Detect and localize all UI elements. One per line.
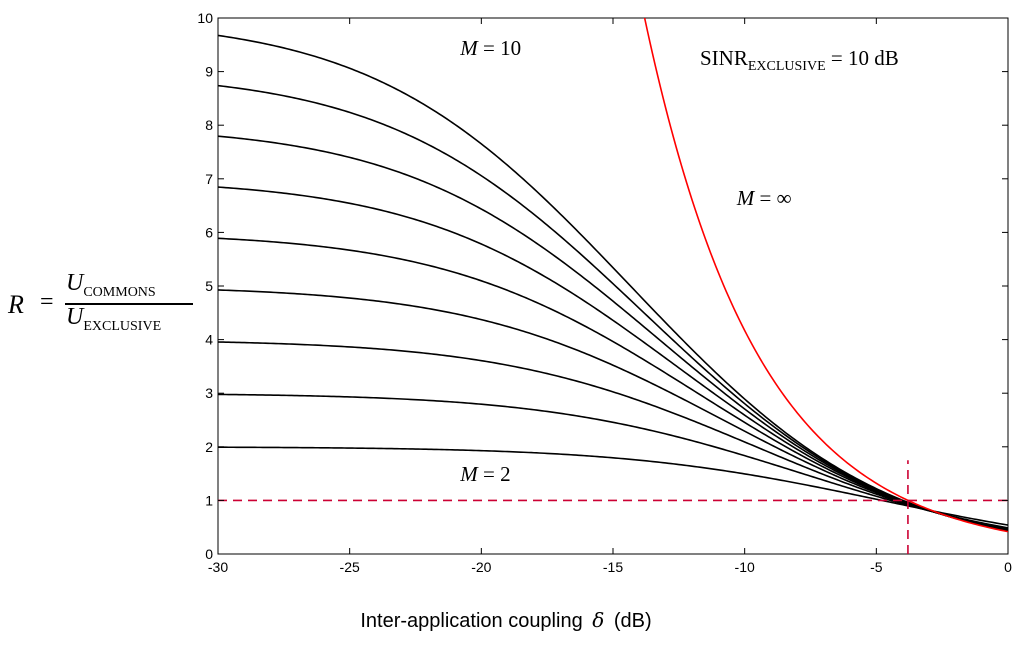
plot-frame	[217, 17, 1009, 555]
x-tick-label: -25	[340, 559, 360, 575]
x-tick-label: -20	[471, 559, 491, 575]
x-tick-label: -10	[735, 559, 755, 575]
y-axis-label: R = UCOMMONS UEXCLUSIVE	[8, 268, 208, 348]
curve-label-2: M = 2	[460, 462, 511, 487]
y-tick-label: 0	[205, 546, 213, 562]
x-tick-label: -5	[870, 559, 883, 575]
series-line-m-4	[218, 341, 1008, 530]
y-tick-label: 2	[205, 439, 213, 455]
y-label-equals: =	[40, 289, 54, 315]
y-tick-label: 3	[205, 385, 213, 401]
series-line-m-5	[218, 289, 1008, 531]
curve-label-0: M = 10	[460, 36, 522, 61]
curve-label-1: M = ∞	[736, 186, 792, 211]
x-label-text: Inter-application coupling	[360, 610, 583, 632]
series-line-m-10	[218, 34, 1008, 532]
x-tick-label: -30	[208, 559, 228, 575]
fraction-bar	[65, 303, 193, 305]
x-tick-label: 0	[1004, 559, 1012, 575]
x-tick-label: -15	[603, 559, 623, 575]
y-label-denominator: UEXCLUSIVE	[66, 304, 162, 334]
series-line-m-3	[218, 393, 1008, 529]
x-axis-label: Inter-application coupling δ (dB)	[0, 608, 1012, 633]
y-label-numerator: UCOMMONS	[66, 270, 156, 300]
sinr-annotation: SINREXCLUSIVE = 10 dB	[700, 46, 899, 75]
y-label-lhs: R	[8, 290, 24, 319]
y-tick-label: 9	[205, 64, 213, 80]
y-tick-label: 8	[205, 117, 213, 133]
series-line-m-7	[218, 186, 1008, 532]
x-label-symbol: δ	[592, 608, 605, 632]
y-tick-label: 4	[205, 332, 213, 348]
series-line-m-6	[218, 237, 1008, 531]
x-label-unit: (dB)	[613, 610, 652, 632]
y-tick-label: 1	[205, 492, 213, 508]
series-line-m-8	[218, 135, 1008, 532]
y-tick-label: 10	[197, 10, 213, 26]
y-tick-label: 7	[205, 171, 213, 187]
y-tick-label: 5	[205, 278, 213, 294]
series-line-m-inf	[643, 18, 1008, 533]
y-tick-label: 6	[205, 224, 213, 240]
series-line-m-2	[218, 446, 1008, 526]
series-line-m-9	[218, 84, 1008, 532]
